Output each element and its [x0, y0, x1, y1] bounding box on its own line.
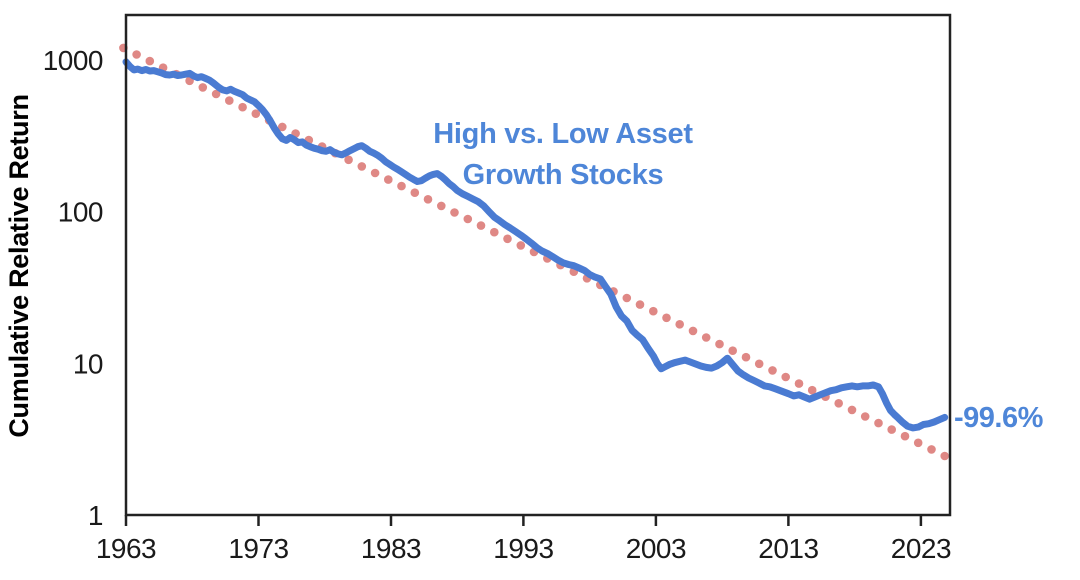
trend-dot [622, 293, 632, 303]
trend-dot [728, 346, 737, 356]
trend-dot [423, 195, 433, 204]
trend-dot [754, 359, 764, 369]
trend-dot [768, 366, 777, 375]
trend-dot [927, 445, 936, 454]
chart-annotation-title-line1: High vs. Low Asset [433, 118, 693, 150]
chart-annotation-title-line2: Growth Stocks [463, 159, 664, 191]
trend-dot [384, 175, 393, 184]
trend-dot [238, 102, 247, 112]
x-tick-label-1963: 1963 [96, 533, 156, 564]
x-tick-label-2023: 2023 [891, 533, 951, 564]
trend-dot [913, 438, 923, 448]
trend-dot [649, 306, 658, 316]
y-tick-label-1000: 1000 [43, 45, 103, 76]
trend-dot [781, 372, 790, 382]
trend-dot [503, 234, 512, 244]
trend-dot [476, 221, 486, 230]
trend-dot [490, 227, 499, 237]
trend-dot [675, 320, 684, 329]
y-axis-tick-labels: 1000 100 10 1 [43, 45, 104, 531]
trend-dot [437, 201, 446, 211]
trend-dot [278, 122, 287, 132]
trend-dot [807, 385, 817, 395]
trend-dot [900, 431, 910, 441]
trend-dot [688, 326, 698, 336]
trend-dot [211, 89, 221, 99]
trend-dot [463, 214, 473, 224]
end-value-label: -99.6% [954, 402, 1044, 434]
trend-dot [225, 96, 234, 105]
trend-dot [662, 313, 671, 323]
trend-dot [450, 208, 459, 217]
y-tick-label-100: 100 [58, 197, 103, 228]
x-axis-tick-labels: 1963 1973 1983 1993 2003 2013 2023 [96, 515, 952, 564]
trend-dot [940, 451, 949, 461]
trend-dot [834, 399, 843, 408]
trend-dot [860, 412, 870, 421]
trend-dot [715, 339, 724, 349]
trend-dot [794, 379, 804, 388]
trend-dot [847, 405, 857, 415]
trend-dot [701, 333, 711, 342]
series-line-group [122, 58, 949, 432]
x-tick-label-1973: 1973 [228, 533, 288, 564]
trend-dot [397, 181, 406, 191]
trend-dot [410, 188, 420, 197]
series-line [122, 58, 949, 432]
trend-dot [357, 162, 367, 171]
trend-dot [344, 155, 353, 165]
trend-dot [741, 352, 751, 362]
y-tick-label-10: 10 [73, 348, 103, 379]
y-axis-title: Cumulative Relative Return [4, 94, 34, 437]
x-tick-label-2003: 2003 [626, 533, 686, 564]
trend-dot [198, 83, 208, 92]
trend-dot [516, 241, 526, 250]
plot-border-group [124, 13, 952, 517]
x-tick-label-1983: 1983 [361, 533, 421, 564]
x-tick-label-2013: 2013 [758, 533, 818, 564]
trend-dot [251, 109, 261, 118]
trend-dot [145, 56, 155, 66]
trend-dot [874, 418, 883, 428]
y-tick-label-1: 1 [88, 500, 103, 531]
plot-border [124, 13, 952, 517]
trend-dot [132, 50, 141, 59]
trend-dot [370, 168, 380, 178]
trend-dot [887, 425, 896, 434]
trend-dotted-line [119, 43, 949, 461]
trend-dot [635, 300, 645, 309]
x-tick-label-1993: 1993 [493, 533, 553, 564]
